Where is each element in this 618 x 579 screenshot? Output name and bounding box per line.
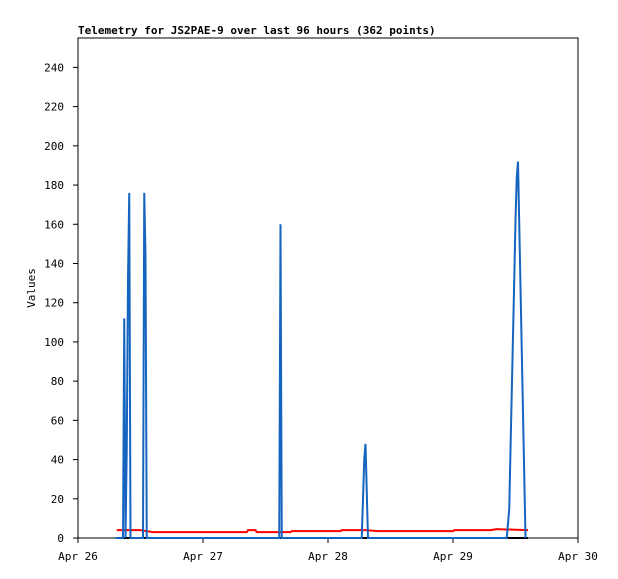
y-tick-label: 140	[44, 257, 64, 270]
plot-frame	[77, 37, 579, 539]
series-line	[116, 528, 529, 534]
x-tick-label: Apr 29	[433, 550, 473, 563]
y-tick-label: 20	[51, 493, 64, 506]
y-tick-label: 80	[51, 375, 64, 388]
y-tick-label: 40	[51, 454, 64, 467]
y-tick-label: 200	[44, 140, 64, 153]
y-tick-label: 240	[44, 61, 64, 74]
y-tick-label: 220	[44, 101, 64, 114]
series-line	[115, 161, 527, 539]
chart-title: Telemetry for JS2PAE-9 over last 96 hour…	[78, 24, 436, 37]
y-tick-label: 160	[44, 218, 64, 231]
y-tick-label: 120	[44, 297, 64, 310]
y-tick-label: 0	[57, 532, 64, 545]
x-tick-label: Apr 28	[308, 550, 348, 563]
y-tick-label: 100	[44, 336, 64, 349]
x-tick-label: Apr 27	[183, 550, 223, 563]
y-tick-label: 180	[44, 179, 64, 192]
x-tick-label: Apr 30	[558, 550, 598, 563]
y-tick-label: 60	[51, 414, 64, 427]
y-axis-label: Values	[25, 268, 38, 308]
x-tick-label: Apr 26	[58, 550, 98, 563]
